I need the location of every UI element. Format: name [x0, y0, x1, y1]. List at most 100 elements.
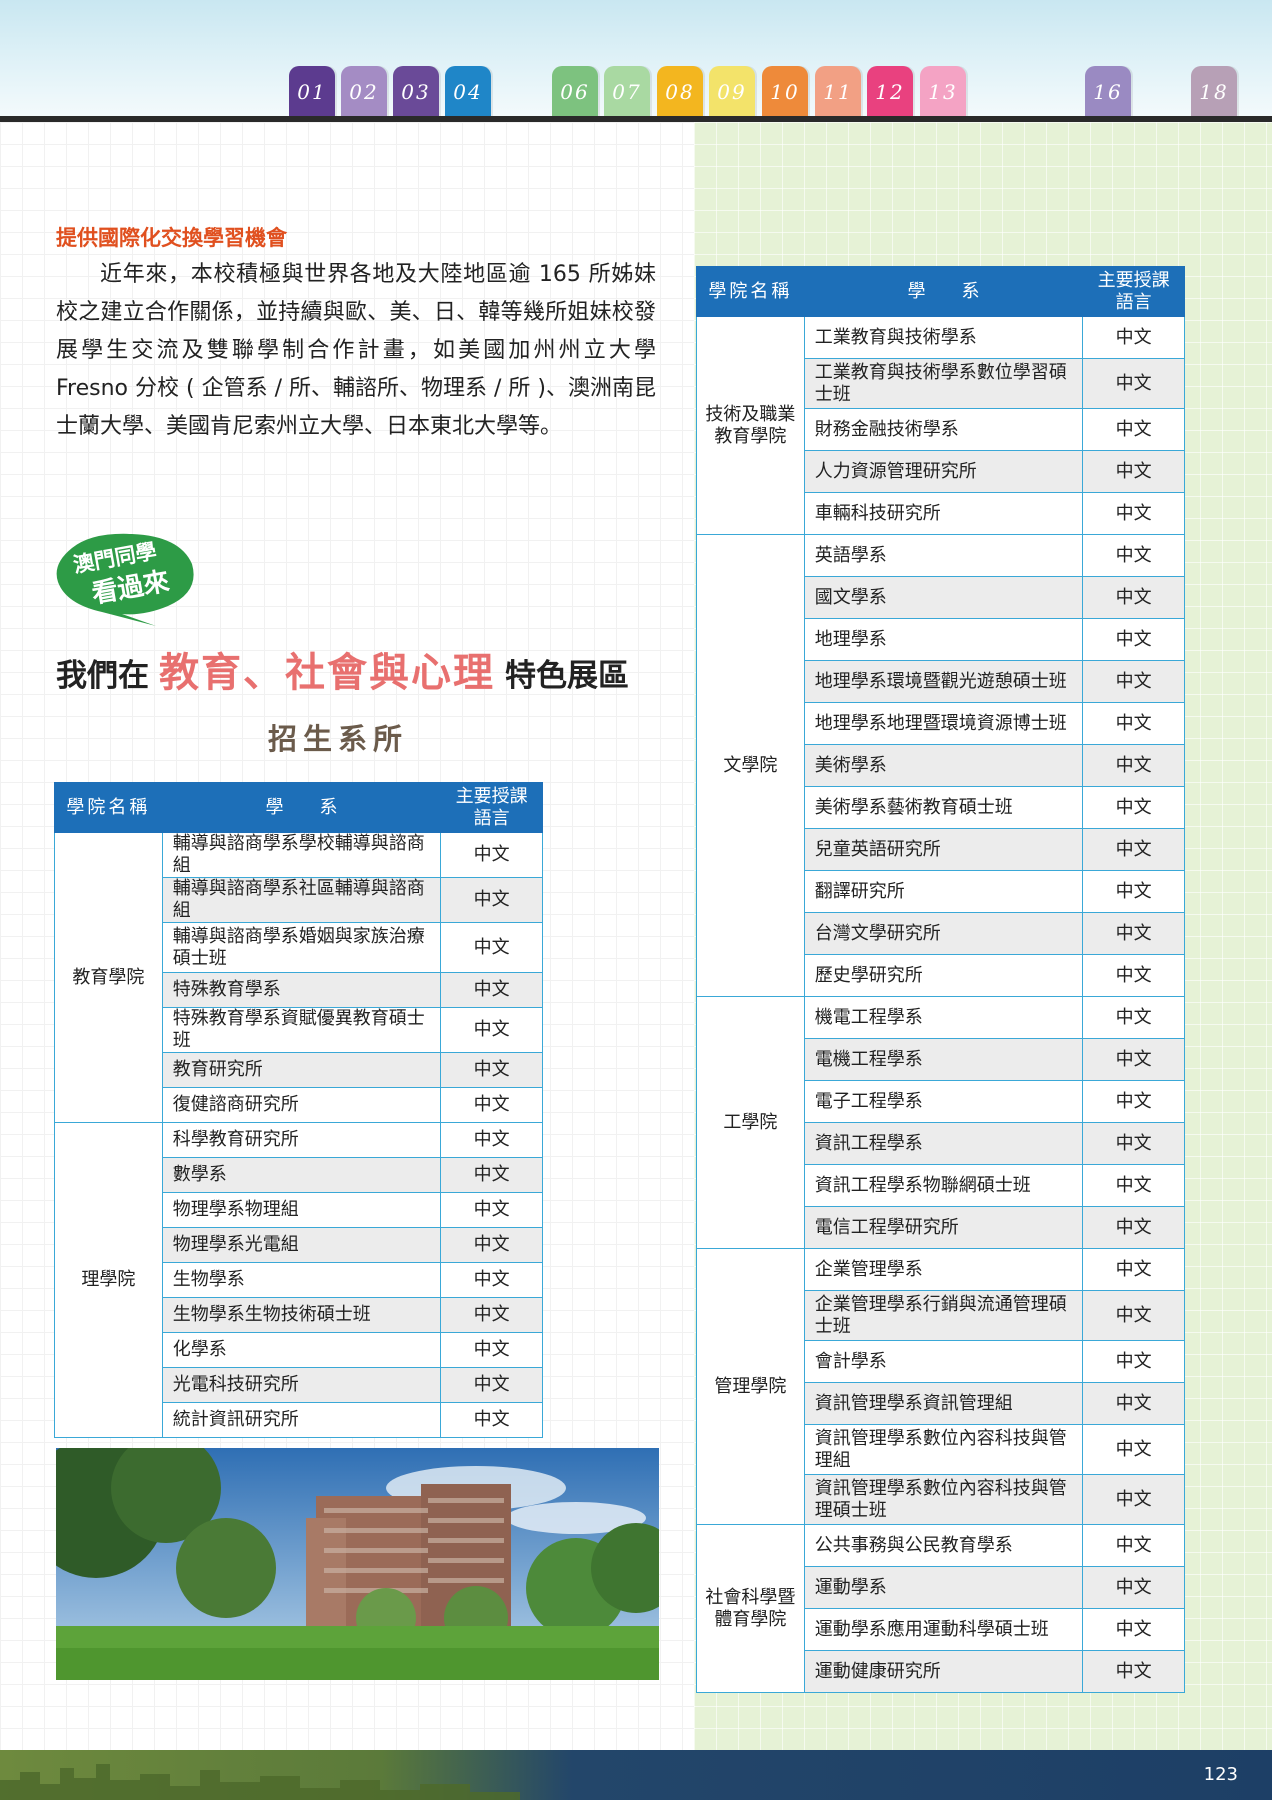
teaching-language: 中文: [1082, 492, 1185, 535]
teaching-language: 中文: [1082, 702, 1185, 745]
teaching-language: 中文: [1082, 1424, 1185, 1475]
department-name: 兒童英語研究所: [803, 828, 1084, 871]
department-name: 生物學系生物技術碩士班: [161, 1297, 442, 1333]
table-row: 資訊管理學系資訊管理組 中文: [697, 1382, 1185, 1425]
department-name: 人力資源管理研究所: [803, 450, 1084, 493]
college-name: 理學院: [54, 1122, 163, 1438]
header-language-line1: 主要授課: [1097, 269, 1170, 291]
header-language: 主要授課 語言: [440, 782, 543, 833]
teaching-language: 中文: [440, 1007, 543, 1053]
header-language: 主要授課 語言: [1082, 266, 1185, 317]
teaching-language: 中文: [1082, 1608, 1185, 1651]
teaching-language: 中文: [440, 1087, 543, 1123]
teaching-language: 中文: [1082, 358, 1185, 409]
header-language-line1: 主要授課: [455, 785, 528, 807]
department-name: 資訊工程學系物聯網碩士班: [803, 1164, 1084, 1207]
campus-photo: [56, 1448, 659, 1680]
chapter-tab-01[interactable]: 01: [289, 66, 335, 117]
chapter-tab-11[interactable]: 11: [815, 66, 861, 117]
teaching-language: 中文: [1082, 534, 1185, 577]
table-row: 國文學系 中文: [697, 576, 1185, 619]
chapter-tab-03[interactable]: 03: [393, 66, 439, 117]
department-name: 光電科技研究所: [161, 1367, 442, 1403]
heading-prefix: 我們在: [56, 658, 149, 694]
teaching-language: 中文: [440, 1297, 543, 1333]
speech-bubble-badge: 澳門同學 看過來: [56, 533, 194, 626]
department-name: 資訊管理學系資訊管理組: [803, 1382, 1084, 1425]
chapter-tab-12[interactable]: 12: [867, 66, 913, 117]
teaching-language: 中文: [440, 972, 543, 1008]
chapter-tab-08[interactable]: 08: [657, 66, 703, 117]
department-name: 地理學系: [803, 618, 1084, 661]
intro-paragraph: 近年來，本校積極與世界各地及大陸地區逾 165 所姊妹校之建立合作關係，並持續與…: [56, 262, 656, 439]
chapter-tab-09[interactable]: 09: [709, 66, 755, 117]
page-number: 123: [1203, 1764, 1238, 1785]
right-admissions-table: 學院名稱學 系主要授課 語言 技術及職業教育學院 工業教育與技術學系 中文 工業教育與技術…: [696, 266, 1185, 1693]
chapter-tab-18[interactable]: 18: [1191, 66, 1237, 117]
table-row: 運動健康研究所 中文: [697, 1650, 1185, 1693]
teaching-language: 中文: [440, 1262, 543, 1298]
teaching-language: 中文: [1082, 1248, 1185, 1291]
college-name: 技術及職業教育學院: [696, 316, 805, 535]
table-row: 人力資源管理研究所 中文: [697, 450, 1185, 493]
teaching-language: 中文: [1082, 786, 1185, 829]
department-name: 國文學系: [803, 576, 1084, 619]
teaching-language: 中文: [1082, 450, 1185, 493]
teaching-language: 中文: [1082, 828, 1185, 871]
table-row: 生物學系 中文: [55, 1262, 543, 1298]
chapter-tab-07[interactable]: 07: [604, 66, 650, 117]
department-name: 翻譯研究所: [803, 870, 1084, 913]
table-row: 技術及職業教育學院 工業教育與技術學系 中文: [696, 316, 1185, 535]
teaching-language: 中文: [440, 1227, 543, 1263]
header-department: 學 系: [161, 782, 442, 833]
department-name: 歷史學研究所: [803, 954, 1084, 997]
city-skyline-graphic: [0, 1764, 520, 1800]
table-row: 物理學系物理組 中文: [55, 1192, 543, 1228]
table-row: 輔導與諮商學系婚姻與家族治療碩士班 中文: [55, 922, 543, 973]
heading-suffix: 特色展區: [505, 658, 629, 694]
chapter-tab-06[interactable]: 06: [552, 66, 598, 117]
department-name: 復健諮商研究所: [161, 1087, 442, 1123]
teaching-language: 中文: [440, 877, 543, 923]
department-name: 機電工程學系: [803, 996, 1084, 1039]
department-name: 工業教育與技術學系數位學習碩士班: [803, 358, 1084, 409]
department-name: 教育研究所: [161, 1052, 442, 1088]
chapter-tab-04[interactable]: 04: [445, 66, 491, 117]
college-name: 文學院: [696, 534, 805, 997]
table-row: 教育學院 輔導與諮商學系學校輔導與諮商組 中文: [54, 832, 543, 1123]
teaching-language: 中文: [440, 1192, 543, 1228]
teaching-language: 中文: [1082, 316, 1185, 359]
table-row: 台灣文學研究所 中文: [697, 912, 1185, 955]
department-name: 輔導與諮商學系婚姻與家族治療碩士班: [161, 922, 442, 973]
teaching-language: 中文: [1082, 576, 1185, 619]
top-rule: [0, 116, 1272, 122]
teaching-language: 中文: [1082, 954, 1185, 997]
table-row: 光電科技研究所 中文: [55, 1367, 543, 1403]
table-row: 地理學系環境暨觀光遊憩碩士班 中文: [697, 660, 1185, 703]
teaching-language: 中文: [440, 1402, 543, 1438]
sub-heading: 招生系所: [268, 722, 409, 756]
table-row: 歷史學研究所 中文: [697, 954, 1185, 997]
header-language-line2: 語言: [1115, 291, 1152, 313]
teaching-language: 中文: [1082, 1080, 1185, 1123]
department-name: 運動學系應用運動科學碩士班: [803, 1608, 1084, 1651]
college-name: 管理學院: [696, 1248, 805, 1525]
table-row: 教育研究所 中文: [55, 1052, 543, 1088]
teaching-language: 中文: [1082, 1382, 1185, 1425]
college-name: 教育學院: [54, 832, 163, 1123]
teaching-language: 中文: [1082, 996, 1185, 1039]
teaching-language: 中文: [1082, 744, 1185, 787]
teaching-language: 中文: [1082, 1164, 1185, 1207]
department-name: 運動學系: [803, 1566, 1084, 1609]
chapter-tab-10[interactable]: 10: [762, 66, 808, 117]
table-row: 運動學系 中文: [697, 1566, 1185, 1609]
chapter-tab-13[interactable]: 13: [920, 66, 966, 117]
chapter-tab-16[interactable]: 16: [1085, 66, 1131, 117]
department-name: 公共事務與公民教育學系: [803, 1524, 1084, 1567]
department-name: 科學教育研究所: [161, 1122, 442, 1158]
header-college: 學院名稱: [54, 782, 163, 833]
department-name: 電機工程學系: [803, 1038, 1084, 1081]
department-name: 地理學系環境暨觀光遊憩碩士班: [803, 660, 1084, 703]
chapter-tab-02[interactable]: 02: [341, 66, 387, 117]
college-name: 社會科學暨體育學院: [696, 1524, 805, 1693]
